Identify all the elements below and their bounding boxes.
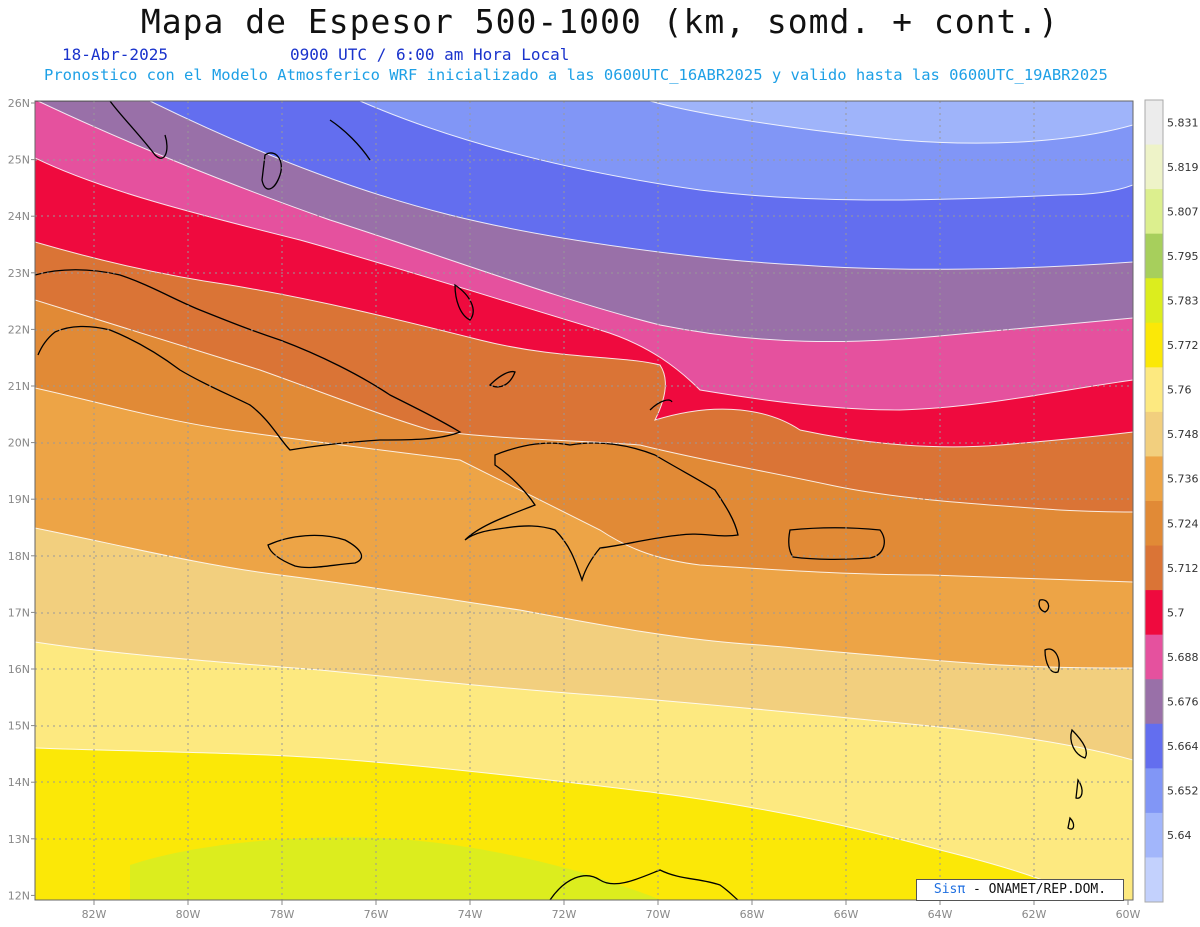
bahamas-4	[488, 370, 516, 388]
lat-label: 14N	[8, 776, 30, 789]
lon-label: 74W	[458, 908, 483, 921]
credit-box: Sisπ - ONAMET/REP.DOM.	[916, 879, 1124, 901]
colorbar-swatch	[1145, 679, 1163, 725]
colorbar-label: 5.736	[1167, 473, 1199, 486]
colorbar-label: 5.724	[1167, 517, 1199, 530]
lat-label: 26N	[8, 97, 30, 110]
lon-label: 62W	[1022, 908, 1047, 921]
coastlines	[35, 101, 1087, 900]
lat-label: 13N	[8, 833, 30, 846]
bahamas-2	[329, 119, 371, 161]
colorbar-swatch	[1145, 411, 1163, 457]
lon-label: 82W	[82, 908, 107, 921]
colorbar-swatch	[1145, 233, 1163, 279]
lat-label: 23N	[8, 267, 30, 280]
colorbar-label: 5.795	[1167, 250, 1199, 263]
lat-label: 18N	[8, 550, 30, 563]
lat-label: 17N	[8, 606, 30, 619]
bahamas-3	[454, 283, 474, 321]
colorbar-swatch	[1145, 501, 1163, 547]
bahamas-1	[261, 152, 282, 190]
lon-label: 64W	[928, 908, 953, 921]
cuba-coast	[35, 269, 462, 451]
colorbar-swatch	[1145, 590, 1163, 636]
colorbar-swatch	[1145, 100, 1163, 146]
colorbar-label: 5.64	[1167, 829, 1192, 842]
colorbar-swatch	[1145, 144, 1163, 190]
colorbar-label: 5.664	[1167, 740, 1199, 753]
colorbar-label: 5.831	[1167, 116, 1199, 129]
lesser-antilles-1	[1044, 648, 1060, 674]
colorbar-swatch	[1145, 723, 1163, 769]
lon-label: 78W	[270, 908, 295, 921]
colorbar-label: 5.807	[1167, 205, 1199, 218]
colorbar-swatch	[1145, 278, 1163, 324]
colorbar-label: 5.772	[1167, 339, 1199, 352]
map-title: Mapa de Espesor 500-1000 (km, somd. + co…	[140, 2, 1060, 41]
lat-label: 25N	[8, 154, 30, 167]
colorbar-swatch	[1145, 322, 1163, 368]
colorbar-label: 5.783	[1167, 295, 1199, 308]
colorbar-label: 5.748	[1167, 428, 1199, 441]
lon-label: 80W	[176, 908, 201, 921]
lon-label: 68W	[740, 908, 765, 921]
lat-label: 19N	[8, 493, 30, 506]
forecast-date: 18-Abr-2025	[62, 45, 168, 64]
bahamas-5	[649, 399, 673, 411]
colorbar-swatch	[1145, 857, 1163, 903]
lon-label: 76W	[364, 908, 389, 921]
colorbar-label: 5.7	[1167, 606, 1185, 619]
colorbar-label: 5.652	[1167, 785, 1199, 798]
jamaica-coast	[267, 534, 363, 569]
lat-label: 20N	[8, 437, 30, 450]
colorbar-swatch	[1145, 456, 1163, 502]
model-info: Pronostico con el Modelo Atmosferico WRF…	[44, 66, 1108, 84]
colorbar-swatch	[1145, 189, 1163, 235]
colorbar-label: 5.688	[1167, 651, 1199, 664]
contour-bands	[35, 101, 1133, 900]
lesser-antilles-2	[1070, 728, 1087, 759]
credit-brand: Sisπ	[933, 882, 966, 897]
forecast-time: 0900 UTC / 6:00 am Hora Local	[290, 45, 570, 64]
lon-label: 66W	[834, 908, 859, 921]
colorbar: 5.831 5.819 5.807 5.795 5.783 5.772 5.76 5.748 5…	[1144, 99, 1199, 903]
colorbar-label: 5.712	[1167, 562, 1199, 575]
lon-label: 60W	[1116, 908, 1141, 921]
band-5783	[130, 837, 660, 900]
colorbar-swatch	[1145, 768, 1163, 814]
colorbar-swatch	[1145, 812, 1163, 858]
lesser-antilles-5	[1038, 599, 1050, 613]
colorbar-swatch	[1145, 634, 1163, 680]
lat-label: 15N	[8, 720, 30, 733]
colorbar-label: 5.819	[1167, 161, 1199, 174]
lat-label: 16N	[8, 663, 30, 676]
map-frame	[34, 100, 1134, 901]
lesser-antilles-4	[1067, 816, 1075, 830]
lat-label: 22N	[8, 323, 30, 336]
colorbar-label: 5.676	[1167, 696, 1199, 709]
lon-label: 72W	[552, 908, 577, 921]
colorbar-swatch	[1145, 545, 1163, 591]
colorbar-label: 5.76	[1167, 384, 1192, 397]
lat-label: 12N	[8, 889, 30, 902]
hispaniola-coast	[464, 442, 739, 583]
lon-label: 70W	[646, 908, 671, 921]
lesser-antilles-3	[1075, 778, 1083, 799]
lat-label: 21N	[8, 380, 30, 393]
florida-coast	[35, 101, 168, 159]
colorbar-swatch	[1145, 367, 1163, 413]
lat-label: 24N	[8, 210, 30, 223]
gridlines	[35, 101, 1133, 900]
south-america-coast	[549, 869, 739, 900]
credit-org: - ONAMET/REP.DOM.	[965, 882, 1107, 897]
